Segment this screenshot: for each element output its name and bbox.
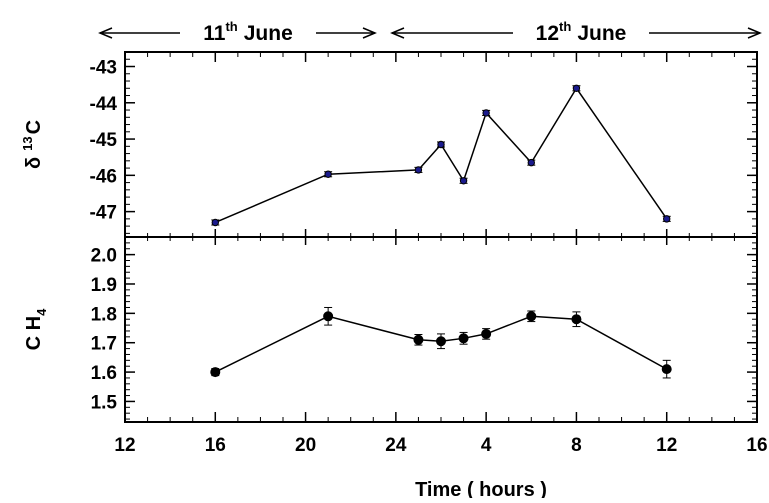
- data-point: [413, 334, 424, 345]
- x-tick-label: 24: [385, 435, 407, 456]
- x-tick-label: 16: [205, 435, 226, 456]
- x-tick-label: 12: [656, 435, 677, 456]
- date-span-arrowhead-right: [362, 27, 377, 39]
- data-point: [437, 140, 445, 149]
- date-span-label: 12th June: [536, 19, 627, 45]
- y-tick-label: 1.7: [91, 334, 117, 355]
- date-span-arrowhead-left: [98, 27, 113, 39]
- data-point: [572, 84, 581, 92]
- x-tick-label: 4: [481, 435, 492, 456]
- y-tick-label: -47: [90, 203, 117, 224]
- y-tick-label: -44: [90, 94, 118, 115]
- y-tick-label: -43: [90, 58, 117, 79]
- data-point: [211, 218, 219, 227]
- y-tick-label: 2.0: [91, 246, 117, 267]
- data-point: [482, 109, 490, 117]
- data-point: [571, 314, 582, 325]
- x-tick-label: 12: [114, 435, 135, 456]
- data-point: [481, 328, 492, 339]
- y-tick-label: 1.9: [91, 275, 117, 296]
- x-tick-label: 20: [295, 435, 316, 456]
- data-point: [323, 311, 334, 322]
- data-point: [414, 166, 423, 174]
- data-point: [436, 336, 446, 347]
- date-span-arrowhead-left: [390, 27, 405, 39]
- y-tick-label: 1.8: [91, 304, 117, 325]
- data-point: [210, 367, 221, 378]
- x-tick-label: 8: [571, 435, 582, 456]
- data-point: [458, 333, 469, 344]
- data-point: [663, 215, 671, 223]
- data-point: [459, 177, 468, 185]
- y-tick-label: 1.5: [91, 392, 118, 413]
- data-point: [526, 311, 537, 322]
- date-span-arrowhead-right: [747, 27, 762, 39]
- date-span-label: 11th June: [203, 19, 293, 45]
- y-tick-label: 1.6: [91, 363, 117, 384]
- data-point: [324, 170, 332, 178]
- y-tick-label: -46: [90, 166, 117, 187]
- x-tick-label: 16: [746, 435, 767, 456]
- data-point: [527, 158, 535, 167]
- data-point: [661, 364, 672, 375]
- y-axis-title: C H4: [23, 308, 49, 350]
- y-tick-label: -45: [90, 130, 118, 151]
- y-axis-title: δ13C: [20, 120, 45, 169]
- series-line: [214, 86, 668, 224]
- x-axis-title: Time ( hours ): [415, 479, 547, 498]
